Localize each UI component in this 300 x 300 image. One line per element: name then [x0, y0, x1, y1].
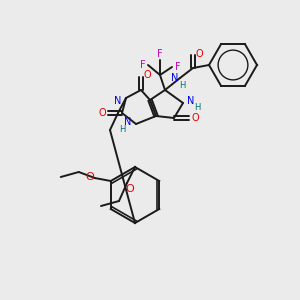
Text: O: O	[143, 70, 151, 80]
Text: N: N	[171, 73, 179, 83]
Text: N: N	[187, 96, 195, 106]
Text: F: F	[157, 49, 163, 59]
Text: O: O	[191, 113, 199, 123]
Text: O: O	[98, 108, 106, 118]
Text: H: H	[119, 124, 125, 134]
Text: F: F	[175, 62, 181, 72]
Text: N: N	[114, 96, 122, 106]
Text: H: H	[194, 103, 200, 112]
Text: O: O	[85, 172, 94, 182]
Text: F: F	[140, 60, 146, 70]
Text: N: N	[124, 117, 132, 127]
Text: O: O	[195, 49, 203, 59]
Text: H: H	[179, 80, 185, 89]
Text: O: O	[126, 184, 134, 194]
